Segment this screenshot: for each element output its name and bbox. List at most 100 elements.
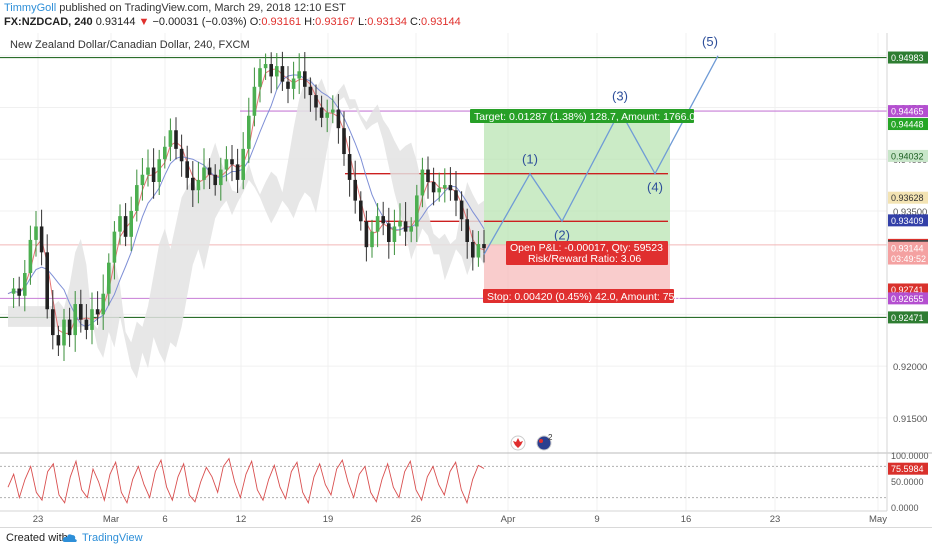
- candle-body: [213, 174, 217, 186]
- footer: Created with TradingView: [0, 527, 932, 551]
- candle-body: [45, 252, 49, 310]
- author-link[interactable]: TimmyGoll: [4, 2, 57, 14]
- candle-body: [235, 164, 240, 180]
- price-label-bg: [888, 51, 928, 64]
- candle-body: [168, 130, 173, 147]
- candle-body: [409, 226, 413, 232]
- price-label: 0.92655: [891, 294, 924, 304]
- candle-body: [207, 167, 212, 175]
- price-label: 0.94032: [891, 151, 924, 161]
- candle-body: [448, 185, 453, 191]
- price-tick-label: 0.92000: [893, 362, 927, 373]
- candle-body: [482, 244, 486, 249]
- time-tick-label: May: [869, 514, 887, 525]
- candle-body: [140, 174, 145, 186]
- candle-body: [258, 68, 262, 87]
- candle-body: [336, 109, 341, 129]
- candle-body: [342, 128, 346, 155]
- candle-body: [90, 309, 94, 330]
- candle-body: [151, 167, 156, 182]
- candle-body: [174, 130, 178, 149]
- candle-body: [426, 169, 430, 182]
- wave-label: (3): [612, 89, 628, 104]
- candle-body: [185, 161, 189, 178]
- time-tick-label: 9: [594, 514, 599, 525]
- svg-text:2: 2: [548, 433, 553, 442]
- candle-body: [247, 115, 251, 149]
- time-tick-label: 6: [162, 514, 167, 525]
- price-label: 0.93628: [891, 193, 924, 203]
- candle-body: [465, 219, 469, 242]
- price-label-bg: [888, 105, 928, 118]
- candle-body: [471, 241, 475, 258]
- ichimoku-cloud: [7, 68, 485, 379]
- candle-body: [347, 154, 352, 180]
- wave-label: (5): [702, 34, 718, 49]
- candle-body: [403, 221, 408, 232]
- price-label-bg: [888, 118, 928, 131]
- candle-body: [275, 66, 279, 77]
- candle-body: [291, 78, 296, 89]
- candle-body: [387, 223, 391, 242]
- candle-body: [101, 293, 105, 315]
- price-axis: 0.950000.945000.940000.935000.925000.920…: [888, 51, 928, 425]
- candle-body: [196, 179, 201, 191]
- time-tick-label: 19: [323, 514, 334, 525]
- symbol: FX:NZDCAD, 240: [4, 16, 93, 28]
- oscillator-tick-label: 50.0000: [891, 477, 924, 487]
- candle-body: [454, 190, 458, 201]
- candle-body: [241, 148, 245, 180]
- open-value: 0.93161: [261, 16, 302, 28]
- risk-reward-label: Risk/Reward Ratio: 3.06: [528, 253, 641, 265]
- time-tick-label: 12: [236, 514, 247, 525]
- price-tick-label: 0.91500: [893, 414, 927, 425]
- candle-body: [73, 304, 77, 336]
- candle-body: [34, 226, 38, 240]
- price-label-bg: [888, 292, 928, 305]
- oscillator-value-bg: [888, 462, 928, 475]
- candle-body: [95, 309, 100, 315]
- candle-body: [398, 221, 402, 227]
- candle-body: [263, 64, 268, 69]
- oscillator-panel: 100.0000 50.0000 0.0000 75.5984: [0, 451, 929, 513]
- price-change: −0.00031 (−0.03%): [152, 16, 247, 28]
- time-tick-label: 26: [411, 514, 422, 525]
- candle-body: [319, 107, 324, 118]
- price-label: 0.93409: [891, 216, 924, 226]
- time-tick-label: 16: [681, 514, 692, 525]
- candle-body: [107, 262, 111, 294]
- price-label: 0.93144: [891, 243, 924, 253]
- candle-body: [286, 81, 290, 89]
- candle-body: [443, 185, 447, 189]
- tradingview-cloud-icon: [62, 534, 77, 542]
- candle-body: [303, 71, 307, 87]
- candle-body: [459, 200, 464, 220]
- price-label-bg: [888, 149, 928, 162]
- candle-body: [67, 319, 72, 336]
- candle-body: [392, 226, 397, 242]
- candle-body: [84, 319, 89, 330]
- candle-body: [437, 188, 441, 193]
- candle-body: [415, 195, 419, 227]
- down-arrow-icon: ▼: [138, 16, 150, 28]
- price-label-bg: [888, 214, 928, 227]
- tradingview-link[interactable]: TradingView: [82, 532, 143, 544]
- candle-body: [157, 159, 161, 182]
- close-value: 0.93144: [421, 16, 461, 28]
- candle-body: [224, 159, 229, 170]
- time-tick-label: 23: [770, 514, 781, 525]
- price-label: 0.94448: [891, 120, 924, 130]
- event-icons[interactable]: 2: [510, 433, 553, 451]
- elliott-wave-path: [483, 55, 719, 255]
- candle-body: [269, 64, 273, 77]
- candle-body: [28, 239, 33, 274]
- candle-body: [135, 185, 139, 211]
- candle-body: [308, 86, 313, 96]
- candle-body: [230, 159, 234, 165]
- wave-label: (1): [522, 152, 538, 167]
- candle-body: [202, 167, 206, 180]
- time-axis: 23 Mar 6 12 19 26 Apr 9 16 23 May: [0, 510, 887, 525]
- price-label: 0.92741: [891, 285, 924, 295]
- price-label: 0.92471: [891, 313, 924, 323]
